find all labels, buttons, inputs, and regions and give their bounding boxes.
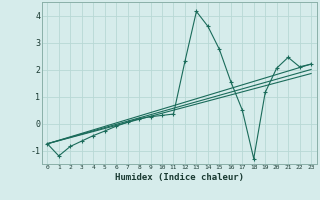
X-axis label: Humidex (Indice chaleur): Humidex (Indice chaleur) xyxy=(115,173,244,182)
